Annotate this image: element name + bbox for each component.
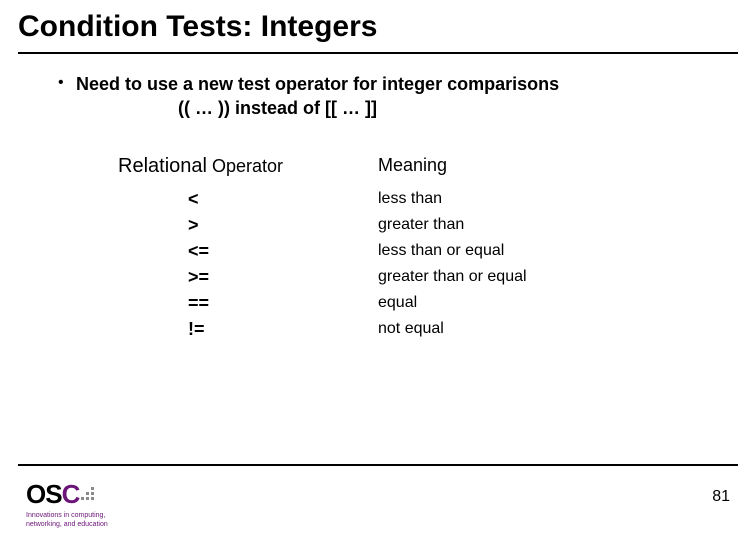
footer-rule bbox=[18, 464, 738, 466]
bullet-text: Need to use a new test operator for inte… bbox=[76, 72, 559, 96]
table-row: ==equal bbox=[118, 290, 738, 316]
title-rule bbox=[18, 52, 738, 54]
table-row: <=less than or equal bbox=[118, 238, 738, 264]
meaning-cell: greater than bbox=[378, 212, 678, 238]
bullet-dot-icon: • bbox=[58, 72, 76, 94]
operator-cell: <= bbox=[118, 238, 378, 264]
logo-block: OSC Innovations in computing, networking… bbox=[26, 479, 108, 528]
header-meaning: Meaning bbox=[378, 155, 678, 178]
meaning-cell: greater than or equal bbox=[378, 264, 678, 290]
meaning-cell: not equal bbox=[378, 316, 678, 342]
bullet-subtext: (( … )) instead of [[ … ]] bbox=[178, 98, 738, 119]
logo-tagline-1: Innovations in computing, bbox=[26, 512, 105, 519]
table-row: >=greater than or equal bbox=[118, 264, 738, 290]
operator-table: Relational Operator Meaning <less than>g… bbox=[118, 155, 738, 342]
operator-cell: != bbox=[118, 316, 378, 342]
slide-title: Condition Tests: Integers bbox=[18, 10, 738, 50]
table-row: !=not equal bbox=[118, 316, 738, 342]
meaning-cell: less than or equal bbox=[378, 238, 678, 264]
header-operator-word2: Operator bbox=[207, 156, 283, 176]
logo-text-row: OSC bbox=[26, 479, 99, 510]
table-row: <less than bbox=[118, 186, 738, 212]
logo-c: C bbox=[62, 479, 80, 509]
slide: Condition Tests: Integers • Need to use … bbox=[0, 0, 756, 540]
header-operator-word1: Relational bbox=[118, 155, 207, 177]
operator-cell: == bbox=[118, 290, 378, 316]
bullet-list: • Need to use a new test operator for in… bbox=[18, 72, 738, 119]
page-number: 81 bbox=[712, 488, 730, 506]
table-body: <less than>greater than<=less than or eq… bbox=[118, 186, 738, 342]
logo-os: OS bbox=[26, 479, 62, 509]
operator-cell: >= bbox=[118, 264, 378, 290]
meaning-cell: less than bbox=[378, 186, 678, 212]
meaning-cell: equal bbox=[378, 290, 678, 316]
operator-cell: > bbox=[118, 212, 378, 238]
table-row: >greater than bbox=[118, 212, 738, 238]
operator-cell: < bbox=[118, 186, 378, 212]
logo-tagline-2: networking, and education bbox=[26, 521, 108, 528]
logo: OSC Innovations in computing, networking… bbox=[26, 479, 108, 528]
bullet-item: • Need to use a new test operator for in… bbox=[58, 72, 738, 96]
logo-dots-icon bbox=[81, 483, 99, 508]
table-header-row: Relational Operator Meaning bbox=[118, 155, 738, 178]
header-operator: Relational Operator bbox=[118, 155, 378, 178]
